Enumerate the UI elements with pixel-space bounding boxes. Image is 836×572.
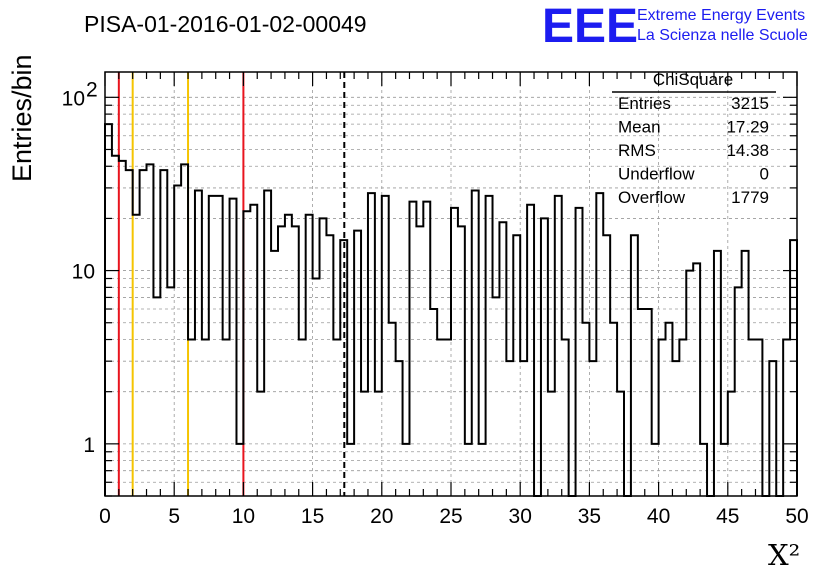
x-tick-label: 50: [785, 505, 808, 528]
x-tick-label: 5: [168, 505, 180, 528]
stats-label: Entries: [618, 94, 671, 113]
y-tick-label-exponent: 2: [86, 78, 98, 101]
stats-value: 0: [760, 165, 769, 184]
stats-label: RMS: [618, 141, 656, 160]
x-tick-label: 25: [439, 505, 462, 528]
x-tick-label: 40: [647, 505, 670, 528]
stats-value: 3215: [731, 94, 769, 113]
stats-box: ChiSquare Entries 3215 Mean 17.29 RMS 14.38 Un…: [612, 70, 776, 207]
x-tick-label: 20: [370, 505, 393, 528]
stats-label: Underflow: [618, 165, 695, 184]
axis-ticks: [104, 72, 798, 497]
eee-logo: EEE Extreme Energy Events La Scienza nel…: [542, 0, 808, 53]
histogram-series: [104, 123, 798, 497]
x-tick-label: 10: [232, 505, 255, 528]
x-tick-label: 35: [578, 505, 601, 528]
x-axis-title: X²: [768, 538, 800, 572]
y-tick-label: 1: [83, 434, 95, 457]
logo-line-2: La Scienza nelle Scuole: [637, 27, 808, 44]
stats-value: 1779: [731, 188, 769, 207]
stats-label: Overflow: [618, 188, 686, 207]
stats-header: ChiSquare: [653, 70, 733, 89]
x-tick-label: 45: [716, 505, 739, 528]
logo-mark: EEE: [542, 0, 638, 53]
grid: [105, 72, 797, 496]
y-tick-label: 10: [62, 87, 85, 110]
x-tick-label: 15: [301, 505, 324, 528]
x-tick-label: 30: [509, 505, 532, 528]
chart-title: PISA-01-2016-01-02-00049: [84, 11, 367, 37]
stats-label: Mean: [618, 118, 661, 137]
logo-line-1: Extreme Energy Events: [637, 7, 805, 24]
x-tick-labels: 0 5 10 15 20 25 30 35 40 45 50: [99, 505, 809, 528]
y-tick-label: 10: [72, 261, 95, 284]
stats-rows: Entries 3215 Mean 17.29 RMS 14.38 Underflow 0 Ov…: [618, 94, 769, 207]
y-axis-title: Entries/bin: [7, 54, 37, 182]
stats-value: 14.38: [726, 141, 769, 160]
stats-value: 17.29: [726, 118, 769, 137]
x-tick-label: 0: [99, 505, 111, 528]
